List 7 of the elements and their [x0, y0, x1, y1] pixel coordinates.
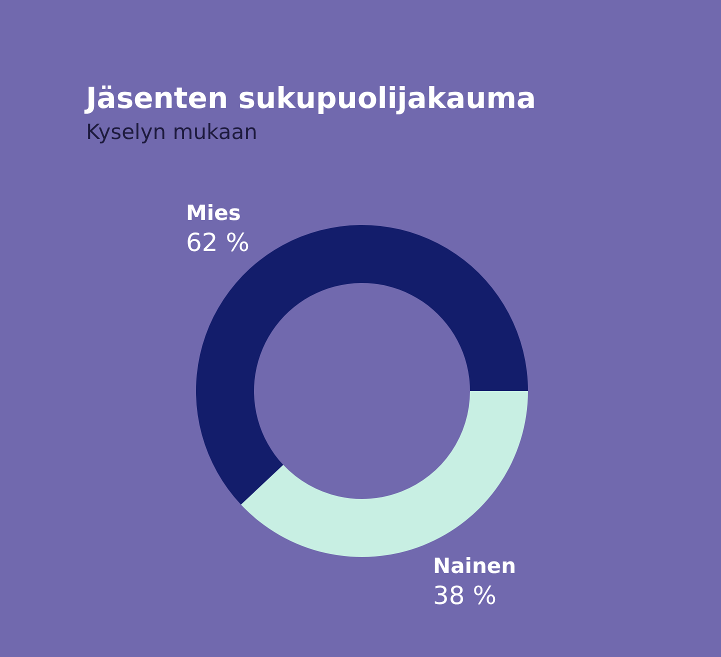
slice-label: Nainen — [433, 554, 516, 578]
donut-slice — [240, 391, 528, 557]
data-label: 38 % — [433, 581, 497, 610]
chart-subtitle: Kyselyn mukaan — [86, 120, 258, 144]
slice-label: Mies — [186, 201, 241, 225]
chart-title: Jäsenten sukupuolijakauma — [84, 81, 536, 115]
data-label: 62 % — [186, 228, 250, 257]
